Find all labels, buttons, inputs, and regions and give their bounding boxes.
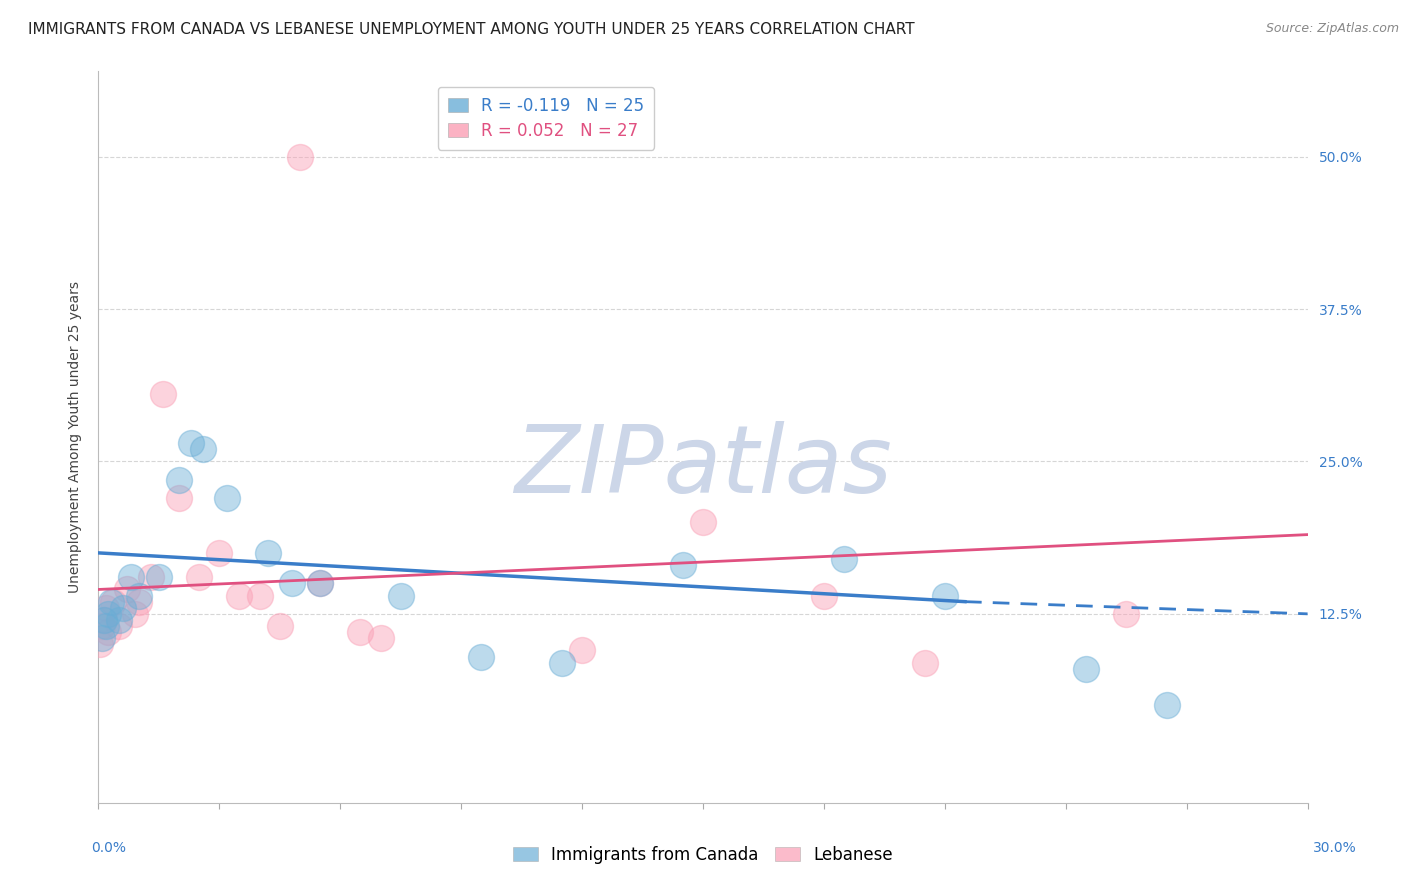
Point [672,558,695,573]
Point [167,473,190,487]
Point [139,570,162,584]
Point [91,619,114,633]
Point [914,656,936,670]
Point [571,643,593,657]
Point [309,576,332,591]
Point [281,576,304,591]
Text: 0.0%: 0.0% [91,841,127,855]
Point [692,516,714,530]
Point [96,619,118,633]
Point [249,589,271,603]
Point [288,150,311,164]
Point [934,589,956,603]
Point [91,632,114,646]
Point [97,607,120,621]
Point [551,656,574,670]
Point [93,613,115,627]
Text: IMMIGRANTS FROM CANADA VS LEBANESE UNEMPLOYMENT AMONG YOUTH UNDER 25 YEARS CORRE: IMMIGRANTS FROM CANADA VS LEBANESE UNEMP… [28,22,915,37]
Point [100,594,122,608]
Point [193,442,215,457]
Point [124,607,146,621]
Point [128,594,150,608]
Point [1074,662,1097,676]
Point [217,491,239,505]
Point [389,589,412,603]
Point [120,570,142,584]
Point [111,600,134,615]
Point [370,632,392,646]
Point [89,637,111,651]
Legend: Immigrants from Canada, Lebanese: Immigrants from Canada, Lebanese [506,839,900,871]
Point [813,589,835,603]
Point [101,594,124,608]
Point [1156,698,1178,713]
Point [167,491,190,505]
Text: 30.0%: 30.0% [1313,841,1357,855]
Point [97,625,120,640]
Point [96,600,118,615]
Point [256,546,278,560]
Point [349,625,371,640]
Point [115,582,138,597]
Text: ZIPatlas: ZIPatlas [515,421,891,512]
Point [180,436,202,450]
Point [228,589,250,603]
Point [93,613,115,627]
Point [470,649,492,664]
Point [107,619,129,633]
Point [269,619,291,633]
Point [832,552,855,566]
Text: Source: ZipAtlas.com: Source: ZipAtlas.com [1265,22,1399,36]
Point [208,546,231,560]
Point [152,387,174,401]
Point [107,613,129,627]
Point [148,570,170,584]
Point [128,589,150,603]
Y-axis label: Unemployment Among Youth under 25 years: Unemployment Among Youth under 25 years [69,281,83,593]
Point [1115,607,1137,621]
Point [188,570,211,584]
Legend: R = -0.119   N = 25, R = 0.052   N = 27: R = -0.119 N = 25, R = 0.052 N = 27 [437,87,654,150]
Point [309,576,332,591]
